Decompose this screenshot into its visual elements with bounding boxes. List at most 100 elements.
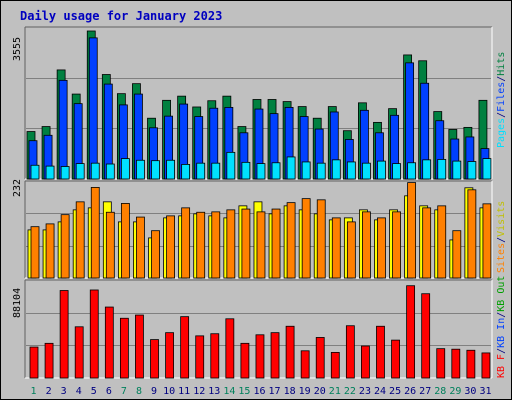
- pages-bar: [452, 160, 462, 180]
- sites-bar: [346, 221, 356, 279]
- x-tick-label-27: 27: [419, 386, 431, 397]
- sites-bar: [166, 215, 175, 279]
- x-tick-label-29: 29: [449, 386, 461, 397]
- x-tick-label-5: 5: [91, 386, 97, 397]
- sites-bar: [256, 211, 266, 279]
- sites-bar: [136, 216, 145, 279]
- pages-bar: [467, 161, 477, 180]
- x-tick-label-20: 20: [314, 386, 326, 397]
- kbin-bar: [44, 342, 54, 379]
- sites-bar: [452, 230, 462, 279]
- pages-bar: [45, 165, 55, 180]
- sites-bar: [30, 226, 40, 279]
- kbin-bar: [240, 342, 250, 379]
- pages-bar: [482, 158, 492, 180]
- pages-bar: [256, 163, 266, 180]
- pages-bar: [181, 164, 191, 180]
- x-tick-label-10: 10: [163, 386, 175, 397]
- pages-bar: [75, 163, 85, 180]
- pages-bar: [166, 159, 175, 180]
- pages-bar: [286, 156, 296, 180]
- x-tick-label-4: 4: [76, 386, 82, 397]
- pages-bar: [241, 161, 251, 180]
- sites-bar: [392, 211, 401, 279]
- kbin-bar: [165, 332, 174, 379]
- sites-bar: [241, 208, 251, 279]
- kbin-bar: [361, 345, 370, 379]
- pages-bar: [301, 161, 311, 180]
- kbin-bar: [104, 306, 114, 379]
- kbin-bar: [315, 337, 325, 379]
- x-tick-label-3: 3: [61, 386, 67, 397]
- sites-bar: [437, 205, 447, 279]
- kbin-bar: [451, 348, 461, 379]
- sites-bar: [407, 182, 417, 279]
- pages-bar: [151, 160, 160, 180]
- chart-title: Daily usage for January 2023: [20, 9, 223, 23]
- sites-bar: [181, 207, 191, 279]
- x-tick-label-31: 31: [479, 386, 491, 397]
- kbin-bar: [421, 293, 431, 379]
- sites-bar: [377, 217, 386, 279]
- kbin-bar: [330, 351, 340, 379]
- kbin-bar: [225, 318, 235, 379]
- kbin-bar: [391, 339, 400, 379]
- x-tick-label-26: 26: [404, 386, 416, 397]
- x-tick-label-12: 12: [193, 386, 205, 397]
- pages-bar: [407, 162, 417, 180]
- pages-bar: [271, 162, 281, 180]
- pages-bar: [30, 164, 40, 180]
- x-tick-label-21: 21: [329, 386, 341, 397]
- sites-bar: [75, 201, 85, 279]
- pages-bar: [346, 161, 356, 180]
- sites-bar: [226, 209, 236, 279]
- x-tick-label-30: 30: [464, 386, 476, 397]
- x-tick-label-8: 8: [136, 386, 142, 397]
- sites-bar: [286, 202, 296, 279]
- sites-bar: [271, 208, 281, 279]
- x-tick-label-25: 25: [389, 386, 401, 397]
- sites-bar: [60, 214, 70, 279]
- kbin-bar: [285, 325, 295, 379]
- x-tick-label-1: 1: [31, 386, 37, 397]
- sites-bar: [120, 203, 130, 279]
- kbin-bar: [406, 285, 416, 379]
- x-tick-label-9: 9: [151, 386, 157, 397]
- kbin-bar: [135, 314, 144, 379]
- kbin-bar: [74, 326, 84, 379]
- sites-bar: [301, 198, 311, 279]
- x-tick-label-2: 2: [46, 386, 52, 397]
- x-tick-label-24: 24: [374, 386, 386, 397]
- kbin-bar: [119, 317, 129, 379]
- sites-bar: [362, 211, 371, 279]
- pages-bar: [211, 162, 221, 180]
- kbin-bar: [29, 346, 39, 379]
- x-tick-label-11: 11: [178, 386, 190, 397]
- sites-bar: [482, 203, 492, 279]
- pages-bar: [120, 158, 130, 180]
- kbin-bar: [89, 289, 99, 379]
- files-bar: [88, 37, 98, 180]
- kbin-bar: [180, 316, 190, 379]
- kbin-bar: [59, 290, 69, 379]
- x-tick-label-16: 16: [253, 386, 265, 397]
- x-tick-label-19: 19: [299, 386, 311, 397]
- kbin-bar: [195, 335, 205, 379]
- pages-bar: [316, 162, 326, 180]
- kbin-bar: [436, 348, 446, 379]
- x-tick-label-17: 17: [269, 386, 281, 397]
- x-tick-label-22: 22: [344, 386, 356, 397]
- sites-bar: [316, 199, 326, 279]
- kbin-bar: [270, 332, 280, 379]
- kbin-bar: [345, 325, 355, 379]
- x-tick-label-6: 6: [106, 386, 112, 397]
- kbin-bar: [376, 325, 385, 379]
- files-bar: [58, 79, 68, 180]
- pages-bar: [437, 159, 447, 180]
- x-tick-label-14: 14: [223, 386, 235, 397]
- sites-bar: [196, 211, 206, 279]
- x-tick-label-18: 18: [284, 386, 296, 397]
- pages-bar: [90, 162, 100, 180]
